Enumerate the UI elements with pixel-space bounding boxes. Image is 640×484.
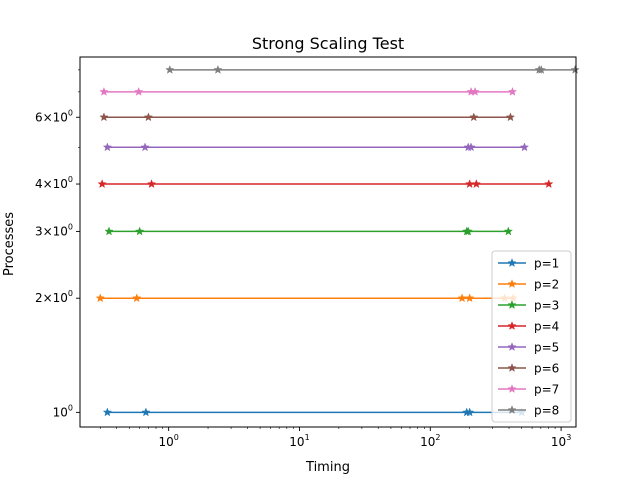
data-point-star	[544, 179, 554, 189]
legend-entry: p=2	[498, 278, 559, 292]
series-6	[99, 112, 516, 122]
data-point-star	[141, 407, 151, 417]
data-point-star	[134, 226, 145, 236]
legend-label: p=3	[534, 299, 559, 313]
series-3	[104, 226, 514, 236]
legend-entry: p=5	[498, 341, 559, 355]
y-tick-label: 4×100	[35, 175, 73, 191]
chart-title: Strong Scaling Test	[252, 34, 404, 53]
data-point-star	[213, 64, 223, 74]
x-tick-label: 103	[551, 433, 571, 449]
series-4	[97, 179, 554, 189]
legend-label: p=4	[534, 320, 559, 334]
data-point-star	[134, 86, 144, 96]
legend-entry: p=6	[498, 362, 559, 376]
data-point-star	[503, 226, 514, 236]
data-point-star	[99, 86, 109, 96]
legend-label: p=8	[534, 404, 559, 418]
series-5	[102, 142, 530, 152]
data-point-star	[464, 407, 475, 417]
legend-entry: p=4	[498, 320, 559, 334]
data-point-star	[104, 226, 114, 236]
legend-entry: p=8	[498, 404, 559, 418]
legend-entry: p=7	[498, 383, 559, 397]
data-point-star	[470, 86, 480, 96]
data-point-star	[165, 64, 175, 74]
data-point-star	[102, 407, 113, 417]
x-tick-label: 102	[420, 433, 440, 449]
x-axis: 100 101 102 103	[99, 427, 571, 449]
data-point-star	[469, 112, 479, 122]
plot-frame	[79, 56, 577, 428]
legend-marker-star	[507, 279, 517, 288]
legend-marker-star	[507, 300, 517, 309]
x-tick-label: 100	[158, 433, 178, 449]
legend-entry: p=3	[498, 299, 559, 313]
data-point-star	[463, 226, 473, 236]
legend-marker-star	[507, 321, 517, 330]
legend-marker-star	[507, 258, 517, 267]
legend: p=1 p=2 p=3 p=4 p=5 p=6 p=7 p=8	[491, 250, 572, 423]
data-point-star	[97, 179, 107, 189]
legend-box	[491, 250, 572, 423]
legend-marker-star	[507, 405, 517, 414]
data-point-star	[519, 142, 530, 152]
data-point-star	[536, 64, 546, 74]
legend-label: p=7	[534, 383, 559, 397]
series-layer	[95, 64, 580, 417]
x-axis-label: Timing	[305, 460, 350, 475]
legend-marker-star	[507, 363, 517, 372]
series-7	[99, 86, 518, 96]
legend-label: p=2	[534, 278, 559, 292]
legend-entry: p=1	[498, 257, 559, 271]
y-axis-label: Processes	[2, 212, 17, 276]
series-8	[165, 64, 580, 74]
data-point-star	[95, 293, 105, 303]
y-tick-label: 3×100	[35, 222, 73, 238]
legend-marker-star	[507, 384, 517, 393]
data-point-star	[146, 179, 157, 189]
x-tick-label: 101	[289, 433, 309, 449]
y-tick-label: 2×100	[35, 289, 73, 305]
data-point-star	[466, 142, 476, 152]
data-point-star	[99, 112, 109, 122]
y-tick-label: 6×100	[35, 108, 73, 124]
data-point-star	[464, 293, 475, 303]
data-point-star	[132, 293, 142, 303]
data-point-star	[102, 142, 113, 152]
legend-label: p=5	[534, 341, 559, 355]
data-point-star	[143, 112, 154, 122]
legend-marker-star	[507, 342, 517, 351]
data-point-star	[505, 112, 516, 122]
data-point-star	[507, 86, 518, 96]
legend-label: p=1	[534, 257, 559, 271]
data-point-star	[140, 142, 150, 152]
data-point-star	[471, 179, 482, 189]
data-point-star	[457, 293, 467, 303]
legend-label: p=6	[534, 362, 559, 376]
data-point-star	[570, 64, 580, 74]
